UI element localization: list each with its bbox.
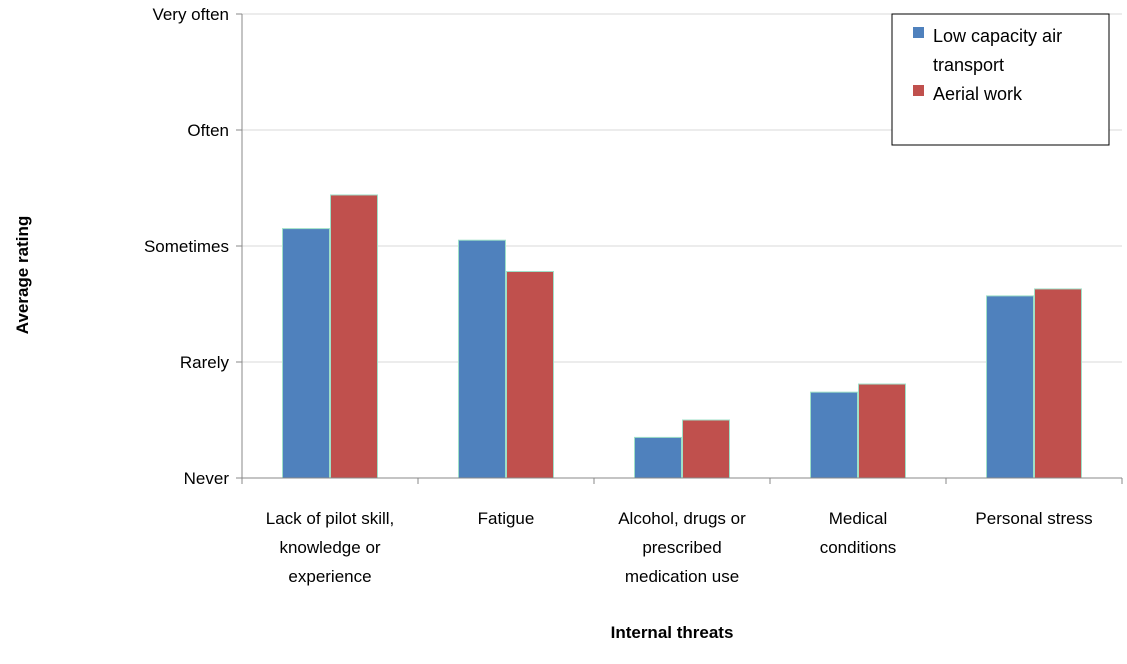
- y-tick-labels: Never Rarely Sometimes Often Very often: [144, 5, 230, 488]
- bar-series-1-cat-2: [458, 239, 506, 479]
- bar-series-2-cat-5: [1034, 288, 1082, 479]
- y-tick-label: Never: [184, 469, 230, 488]
- y-tick-label: Sometimes: [144, 237, 229, 256]
- x-tick-label: Alcohol, drugs or prescribed medication us…: [618, 509, 746, 586]
- bar-series-1-cat-3: [634, 436, 682, 479]
- y-tick-label: Often: [187, 121, 229, 140]
- x-tick-labels: Lack of pilot skill, knowledge or experien…: [266, 509, 1093, 586]
- bars: [282, 194, 1082, 479]
- legend-box: [891, 13, 1110, 146]
- x-axis-title: Internal threats: [611, 623, 734, 642]
- legend-label: Aerial work: [933, 84, 1023, 104]
- bar-series-2-cat-1: [330, 194, 378, 479]
- bar-series-2-cat-2: [506, 271, 554, 479]
- x-tick-label: Personal stress: [975, 509, 1092, 528]
- axes: [241, 14, 1123, 484]
- legend-swatch: [913, 85, 924, 96]
- bar-series-1-cat-4: [810, 391, 858, 479]
- y-tick-label: Rarely: [180, 353, 230, 372]
- legend-swatch: [913, 27, 924, 38]
- x-tick-label: Medical conditions: [820, 509, 897, 557]
- legend: Low capacity air transport Aerial work: [891, 13, 1110, 146]
- bar-series-1-cat-5: [986, 295, 1034, 479]
- x-tick-label: Fatigue: [478, 509, 535, 528]
- bar-series-2-cat-4: [858, 383, 906, 479]
- bar-series-2-cat-3: [682, 419, 730, 479]
- y-tick-label: Very often: [152, 5, 229, 24]
- bar-series-1-cat-1: [282, 228, 330, 479]
- x-tick-label: Lack of pilot skill, knowledge or experien…: [266, 509, 395, 586]
- y-axis-title: Average rating: [13, 216, 32, 334]
- legend-label: Low capacity air transport: [933, 26, 1062, 75]
